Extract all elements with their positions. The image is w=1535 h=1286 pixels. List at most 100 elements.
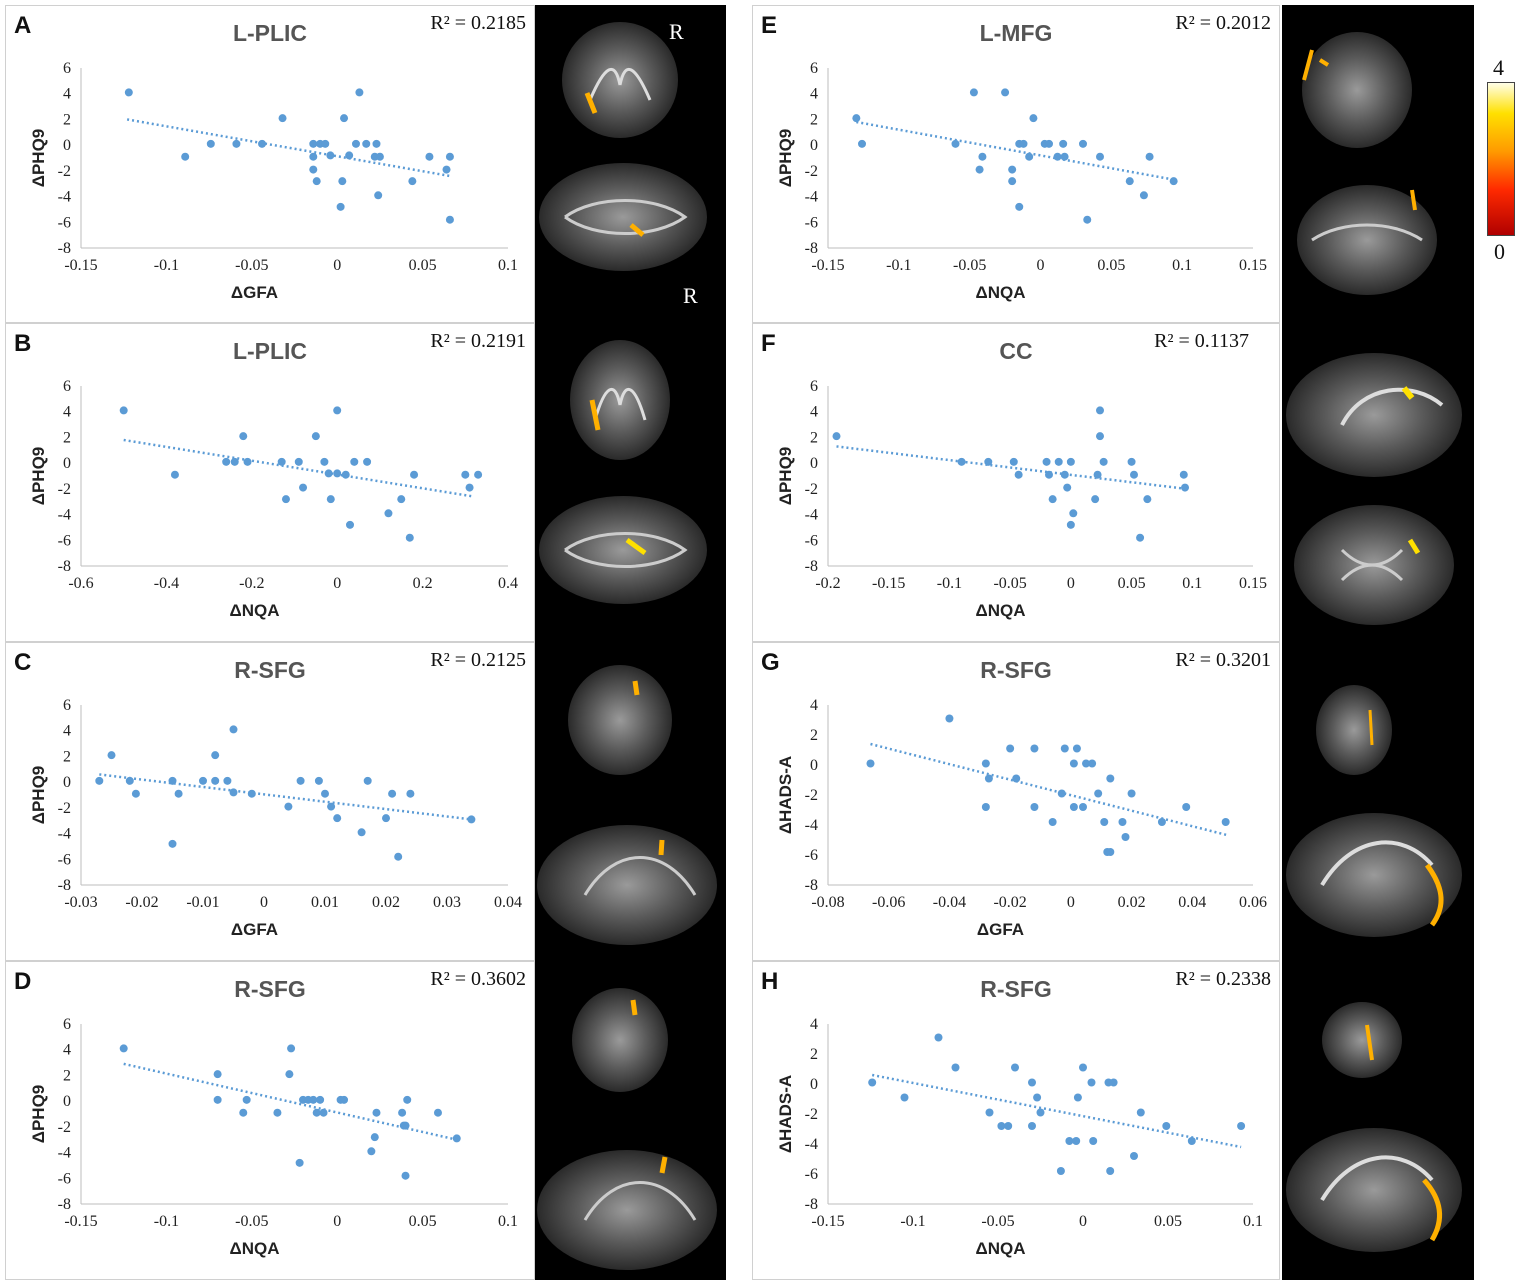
data-point	[445, 215, 454, 224]
data-point	[403, 1095, 412, 1104]
data-point	[230, 457, 239, 466]
data-point	[1121, 833, 1130, 841]
y-tick-label: 2	[810, 1046, 818, 1063]
x-tick-label: -0.1	[900, 1213, 925, 1230]
data-point	[321, 139, 330, 148]
panel-letter: E	[761, 12, 778, 39]
x-tick-label: -0.05	[953, 257, 986, 274]
data-point	[442, 165, 451, 174]
data-point	[1127, 789, 1136, 798]
trend-line	[836, 445, 1187, 491]
data-point	[866, 759, 875, 768]
data-point	[474, 470, 483, 479]
y-tick-label: 6	[810, 378, 818, 395]
data-point	[345, 151, 354, 160]
x-tick-label: -0.05	[235, 257, 268, 274]
data-point	[1060, 152, 1069, 161]
y-tick-label: -2	[805, 1106, 818, 1123]
data-point	[1025, 152, 1034, 161]
data-point	[1079, 803, 1087, 811]
scatter-plot-g: 4 2 0 -2 -4 -6 -8-0.08 -0.06 -0.04 -0.02 0 0.02 0.04…	[776, 697, 1267, 939]
y-tick-label: 2	[63, 111, 71, 128]
x-tick-label: 0.15	[1239, 257, 1267, 274]
data-point	[285, 1070, 294, 1079]
data-point	[1036, 1108, 1045, 1117]
y-tick-label: 6	[63, 378, 71, 395]
data-point	[975, 165, 984, 174]
data-point	[229, 788, 238, 797]
y-tick-label: -6	[805, 847, 818, 864]
panel-b: 6 4 2 0 -2 -4 -6 -8 -0.6 -0.4 -0.2 0 0.2 0.4 ΔNQA ΔPHQ9…	[5, 323, 535, 642]
x-tick-label: -0.05	[993, 575, 1026, 592]
data-point	[326, 151, 335, 160]
data-point	[287, 1044, 296, 1053]
data-point	[1011, 1063, 1019, 1072]
data-point	[1063, 483, 1072, 492]
data-point	[868, 1078, 877, 1087]
data-point	[1066, 457, 1075, 466]
data-point	[382, 814, 390, 823]
data-point	[1096, 152, 1104, 161]
data-point	[1009, 457, 1018, 466]
data-point	[1221, 818, 1230, 826]
y-tick-label: -6	[805, 532, 818, 549]
y-tick-label: 0	[810, 455, 818, 472]
x-tick-label: -0.15	[64, 257, 97, 274]
panel-title: R-SFG	[234, 976, 306, 1002]
y-tick-label: 4	[63, 86, 71, 103]
y-tick-label: 2	[810, 111, 818, 128]
y-tick-label: 0	[63, 774, 71, 791]
data-point	[997, 1122, 1006, 1130]
y-tick-label: 4	[63, 404, 71, 421]
data-point	[299, 483, 308, 492]
y-tick-label: -4	[805, 189, 818, 206]
data-point	[1157, 818, 1166, 826]
data-point	[401, 1171, 410, 1180]
panel-letter: B	[14, 330, 32, 357]
data-point	[363, 457, 372, 466]
data-point	[370, 1133, 379, 1142]
y-axis-label: ΔPHQ9	[29, 447, 48, 506]
y-tick-label: 0	[810, 137, 818, 154]
data-point	[1136, 533, 1145, 542]
r-squared-label: R² = 0.2125	[430, 649, 526, 671]
data-point	[316, 1095, 325, 1104]
data-point	[294, 457, 303, 466]
data-point	[107, 751, 116, 760]
data-point	[985, 1108, 994, 1117]
y-tick-label: -2	[805, 787, 818, 804]
data-point	[981, 759, 990, 768]
x-tick-label: 0.03	[433, 894, 461, 911]
data-point	[1096, 432, 1104, 441]
x-tick-label: -0.6	[68, 575, 93, 592]
data-point	[1145, 152, 1154, 161]
trend-line	[870, 742, 1230, 837]
x-axis-label: ΔGFA	[231, 920, 278, 939]
x-tick-label: 0.1	[1172, 257, 1192, 274]
y-tick-label: 6	[63, 60, 71, 77]
data-point	[398, 1108, 407, 1117]
x-axis-label: ΔGFA	[977, 920, 1024, 939]
colorbar-min-label: 0	[1494, 239, 1505, 264]
x-tick-label: 0.05	[409, 1213, 437, 1230]
brain-images-left: R R	[535, 5, 726, 1280]
data-point	[327, 802, 336, 811]
panel-e: 6 4 2 0 -2 -4 -6 -8 -0.15 -0.1 -0.05 0 0.05 0.1 0.15 ΔN…	[752, 5, 1280, 323]
y-axis-label: ΔHADS-A	[776, 1075, 795, 1153]
y-tick-label: -6	[58, 532, 71, 549]
y-axis-label: ΔPHQ9	[29, 129, 48, 188]
x-tick-label: 0.1	[1243, 1213, 1263, 1230]
data-point	[258, 139, 267, 148]
x-tick-label: 0	[1037, 257, 1045, 274]
y-axis-label: ΔPHQ9	[776, 447, 795, 506]
r-squared-label: R² = 0.3201	[1175, 649, 1271, 671]
data-point	[1187, 1137, 1196, 1145]
y-tick-label: 4	[810, 697, 818, 714]
y-tick-label: -4	[805, 507, 818, 524]
y-tick-label: 0	[810, 1076, 818, 1093]
x-tick-label: -0.1	[154, 257, 179, 274]
data-point	[1179, 470, 1188, 479]
data-point	[363, 776, 372, 785]
data-point	[1079, 139, 1087, 148]
x-tick-label: 0.2	[413, 575, 433, 592]
